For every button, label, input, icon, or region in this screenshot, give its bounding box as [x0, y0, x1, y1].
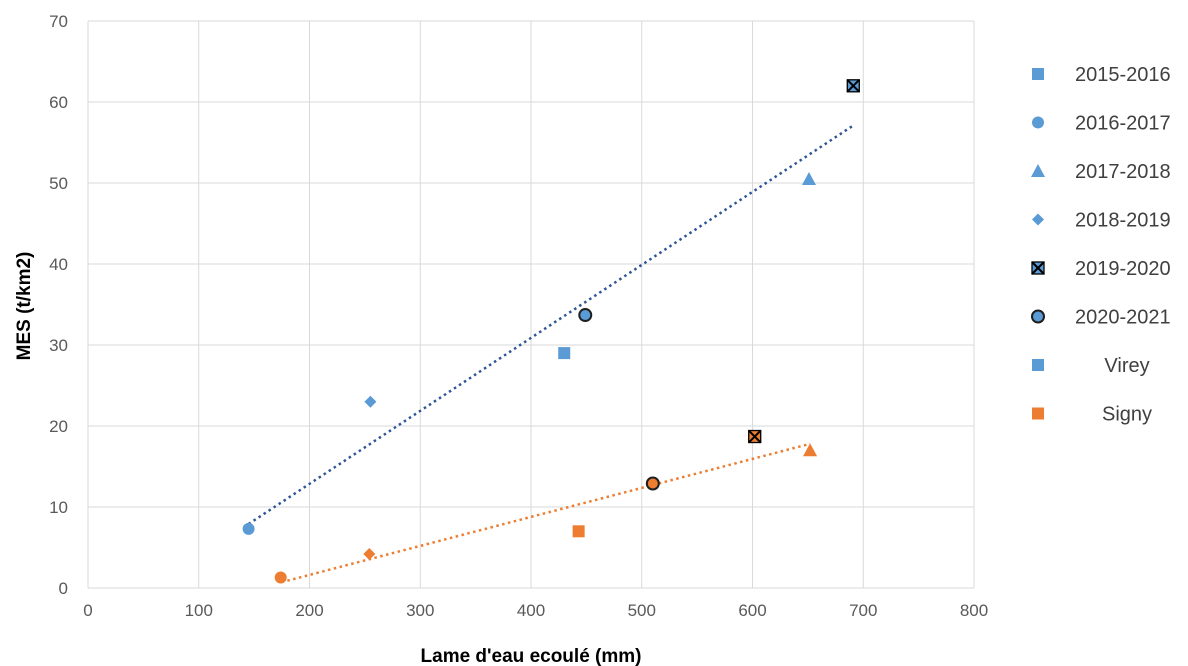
x-tick-label: 800 [960, 601, 988, 620]
x-tick-label: 700 [849, 601, 877, 620]
legend-marker-xsquare-icon [1031, 261, 1045, 275]
legend-marker-ocircle-icon [1031, 309, 1045, 324]
x-tick-label: 300 [406, 601, 434, 620]
point-signy-2015-2016 [572, 525, 585, 538]
y-axis-title: MES (t/km2) [14, 252, 35, 361]
legend-item: Signy [1032, 404, 1152, 426]
legend-marker-square-icon [1032, 68, 1044, 80]
legend-label: Signy [1102, 404, 1152, 426]
legend-label: 2017-2018 [1075, 161, 1171, 183]
legend-item: 2020-2021 [1031, 307, 1171, 329]
point-signy-2020-2021 [645, 476, 660, 491]
x-tick-label: 500 [628, 601, 656, 620]
legend-marker-diamond-icon [1032, 213, 1044, 226]
legend-item: 2016-2017 [1032, 113, 1171, 135]
point-signy-2018-2019 [363, 547, 376, 560]
x-tick-label: 200 [295, 601, 323, 620]
y-tick-label: 10 [49, 498, 68, 517]
y-tick-label: 70 [49, 12, 68, 31]
point-virey-2018-2019 [364, 395, 377, 408]
point-signy-2016-2017 [274, 571, 287, 584]
legend-label: 2020-2021 [1075, 307, 1171, 329]
x-axis-title: Lame d'eau ecoulé (mm) [421, 646, 642, 666]
y-tick-labels: 0 10 20 30 40 50 60 70 [49, 12, 68, 598]
point-virey-2017-2018 [801, 171, 816, 185]
legend-label: 2018-2019 [1075, 210, 1171, 232]
legend-marker-square-icon [1032, 407, 1044, 420]
legend: 2015-2016 2016-2017 2017-2018 2018-2019 2019… [1031, 64, 1171, 426]
legend-label: 2015-2016 [1075, 64, 1171, 86]
point-virey-2015-2016 [558, 347, 571, 360]
legend-item: 2019-2020 [1031, 258, 1171, 280]
y-tick-label: 0 [59, 579, 68, 598]
point-signy-2017-2018 [803, 443, 818, 457]
legend-item: 2018-2019 [1032, 210, 1171, 232]
point-virey-2019-2020 [846, 79, 860, 93]
legend-label: 2019-2020 [1075, 258, 1171, 280]
x-tick-label: 100 [185, 601, 213, 620]
point-signy-2019-2020 [748, 429, 762, 444]
data-points [242, 79, 860, 584]
x-tick-label: 600 [738, 601, 766, 620]
point-virey-2020-2021 [578, 308, 593, 323]
legend-marker-square-icon [1032, 359, 1044, 371]
grid-lines [87, 20, 975, 589]
y-tick-label: 40 [49, 255, 68, 274]
x-tick-label: 0 [83, 601, 92, 620]
trendline-virey [247, 124, 854, 526]
legend-item: Virey [1032, 355, 1150, 377]
legend-marker-triangle-icon [1031, 164, 1045, 177]
legend-label: 2016-2017 [1075, 113, 1171, 135]
y-tick-label: 50 [49, 174, 68, 193]
y-tick-label: 60 [49, 93, 68, 112]
y-tick-label: 20 [49, 417, 68, 436]
y-tick-label: 30 [49, 336, 68, 355]
trendlines [247, 124, 854, 582]
x-tick-labels: 0 100 200 300 400 500 600 700 800 [83, 601, 988, 620]
legend-item: 2017-2018 [1031, 161, 1171, 183]
trendline-signy [287, 442, 811, 582]
legend-item: 2015-2016 [1032, 64, 1171, 86]
legend-marker-circle-icon [1032, 116, 1044, 129]
legend-label: Virey [1104, 355, 1149, 377]
x-tick-label: 400 [517, 601, 545, 620]
point-virey-2016-2017 [242, 522, 255, 535]
